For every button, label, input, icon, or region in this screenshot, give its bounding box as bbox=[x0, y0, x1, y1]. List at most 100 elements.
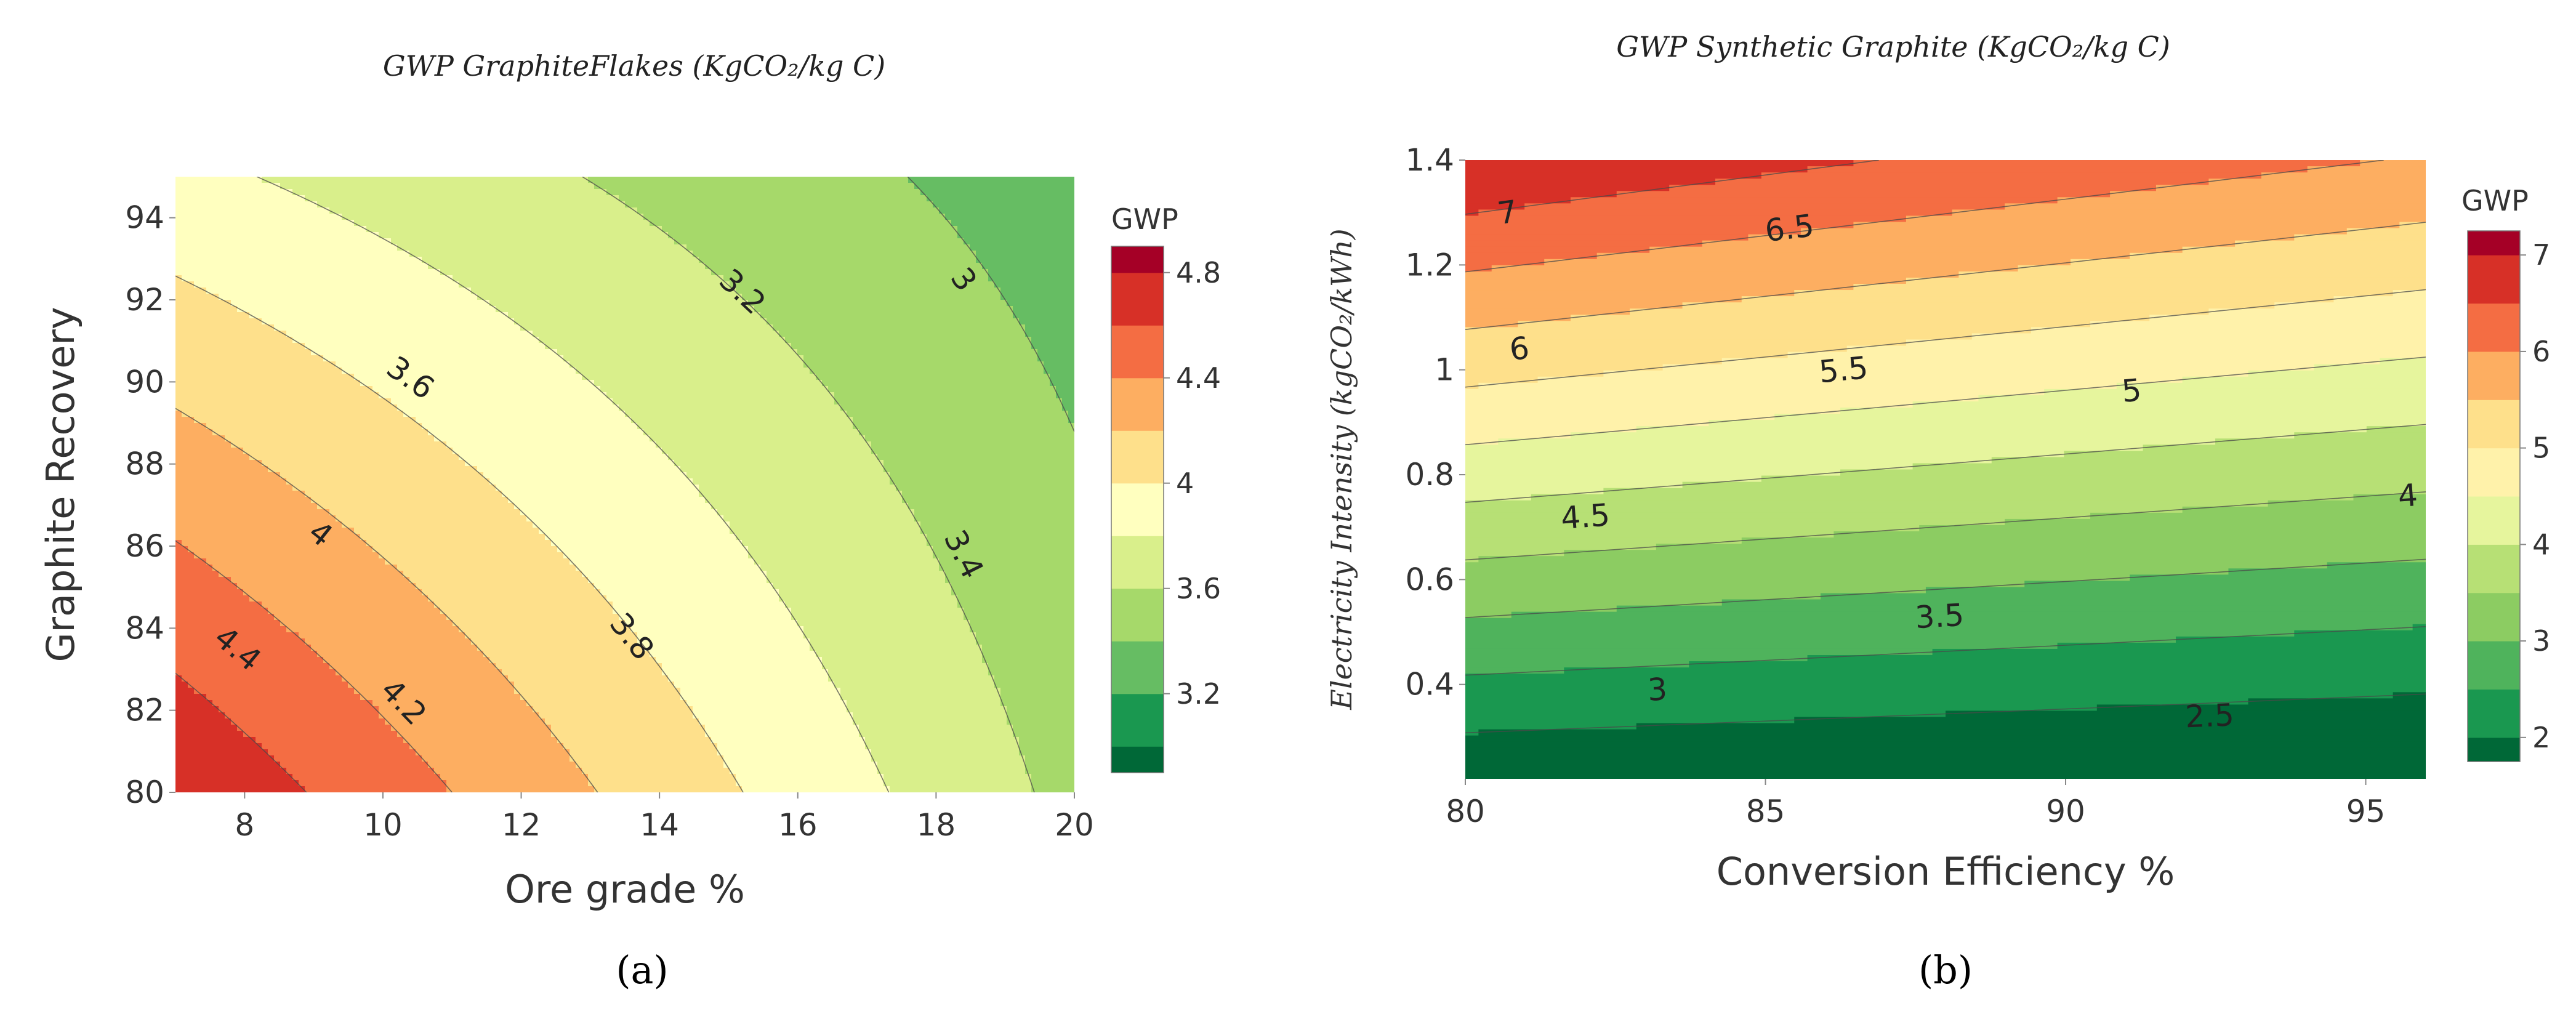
contour-cell bbox=[175, 300, 231, 307]
contour-cell bbox=[1465, 698, 2249, 705]
contour-cell bbox=[674, 238, 964, 245]
contour-cell bbox=[859, 731, 1013, 738]
contour-cell bbox=[188, 682, 348, 688]
contour-cell bbox=[219, 706, 379, 713]
contour-cell bbox=[662, 663, 823, 670]
contour-cell bbox=[489, 657, 656, 664]
contour-cell bbox=[453, 620, 626, 627]
contour-cell bbox=[1465, 599, 1723, 606]
contour-cell bbox=[680, 466, 884, 473]
contour-cell bbox=[2235, 240, 2426, 247]
colorbar-band bbox=[2468, 231, 2520, 256]
contour-cell bbox=[600, 386, 829, 393]
contour-cell bbox=[625, 201, 933, 208]
y-tick-label: 84 bbox=[125, 610, 164, 646]
contour-cell bbox=[237, 583, 416, 590]
contour-cell bbox=[243, 731, 398, 738]
contour-cell bbox=[1465, 537, 1742, 544]
colorbar-band bbox=[1111, 588, 1164, 642]
contour-cell bbox=[1465, 562, 2328, 569]
contour-cell bbox=[446, 441, 656, 448]
contour-cell bbox=[742, 786, 890, 792]
contour-cell bbox=[409, 743, 564, 750]
contour-cell bbox=[1044, 361, 1074, 368]
contour-cell bbox=[1636, 723, 2426, 730]
contour-cell bbox=[1013, 725, 1074, 731]
contour-cell bbox=[508, 312, 761, 319]
contour-cell bbox=[1991, 457, 2426, 464]
contour-cell bbox=[1007, 712, 1074, 719]
contour-line bbox=[1465, 289, 2426, 388]
contour-cell bbox=[557, 349, 798, 356]
contour-cell bbox=[496, 485, 699, 491]
contour-cell bbox=[908, 503, 1074, 510]
contour-cell bbox=[2005, 518, 2426, 526]
panel-b-x-label: Conversion Efficiency % bbox=[1717, 849, 2175, 894]
contour-cell bbox=[1013, 731, 1074, 738]
contour-cell bbox=[292, 485, 496, 491]
contour-line bbox=[1465, 491, 2426, 561]
contour-cell bbox=[1465, 172, 1762, 179]
contour-cell bbox=[1721, 358, 2380, 365]
y-tick-label: 86 bbox=[125, 528, 164, 564]
contour-cell bbox=[471, 288, 736, 294]
contour-cell bbox=[982, 657, 1074, 664]
contour-cell bbox=[791, 343, 1032, 350]
contour-cell bbox=[175, 485, 293, 491]
contour-cell bbox=[1465, 321, 1519, 328]
contour-cell bbox=[212, 565, 398, 571]
contour-cell bbox=[779, 595, 958, 602]
contour-cell bbox=[976, 257, 1074, 264]
contour-cell bbox=[391, 398, 613, 405]
contour-cell bbox=[2090, 512, 2426, 520]
contour-cell bbox=[588, 177, 909, 183]
contour-cell bbox=[1465, 574, 2130, 581]
contour-cell bbox=[409, 577, 589, 584]
contour-cell bbox=[175, 503, 318, 510]
contour-cell bbox=[1537, 376, 2183, 384]
contour-cell bbox=[175, 220, 355, 227]
contour-cell bbox=[175, 706, 219, 713]
contour-cell bbox=[1025, 324, 1074, 331]
contour-cell bbox=[563, 552, 749, 559]
contour-cell bbox=[175, 398, 392, 405]
contour-cell bbox=[422, 589, 601, 596]
contour-cell bbox=[730, 528, 921, 534]
contour-cell bbox=[1853, 284, 2426, 291]
contour-cell bbox=[175, 306, 238, 313]
contour-cell bbox=[693, 706, 847, 713]
colorbar-band bbox=[2468, 303, 2520, 352]
contour-cell bbox=[1000, 700, 1074, 707]
contour-cell bbox=[1465, 463, 1914, 470]
colorbar-tick-label: 3 bbox=[2532, 624, 2550, 658]
contour-cell bbox=[1465, 370, 1604, 377]
contour-cell bbox=[175, 682, 188, 688]
contour-cell bbox=[1465, 692, 2394, 699]
contour-cell bbox=[1919, 525, 2426, 532]
contour-cell bbox=[1925, 587, 2426, 594]
contour-cell bbox=[206, 694, 361, 701]
contour-cell bbox=[1465, 401, 1914, 408]
contour-cell bbox=[767, 318, 1020, 325]
contour-cell bbox=[723, 762, 878, 768]
contour-cell bbox=[1465, 333, 1973, 340]
contour-line bbox=[1465, 222, 2426, 330]
contour-cell bbox=[2130, 574, 2426, 581]
contour-cell bbox=[1465, 234, 1749, 241]
contour-cell bbox=[175, 454, 250, 461]
contour-cell bbox=[175, 244, 398, 251]
contour-line bbox=[1465, 356, 2426, 446]
contour-cell bbox=[262, 460, 465, 467]
contour-cell bbox=[570, 361, 804, 368]
panel-b-x-ticks: 80 85 90 95 bbox=[1446, 779, 2385, 829]
contour-cell bbox=[576, 368, 810, 374]
contour-cell bbox=[1031, 786, 1074, 792]
contour-line bbox=[256, 177, 890, 792]
contour-cell bbox=[342, 214, 644, 220]
contour-cell bbox=[2294, 630, 2426, 637]
panel-b-colorbar-title: GWP bbox=[2461, 184, 2529, 217]
contour-cell bbox=[175, 478, 287, 485]
colorbar-band bbox=[2468, 641, 2520, 690]
contour-cell bbox=[175, 595, 250, 602]
contour-cell bbox=[791, 614, 964, 621]
